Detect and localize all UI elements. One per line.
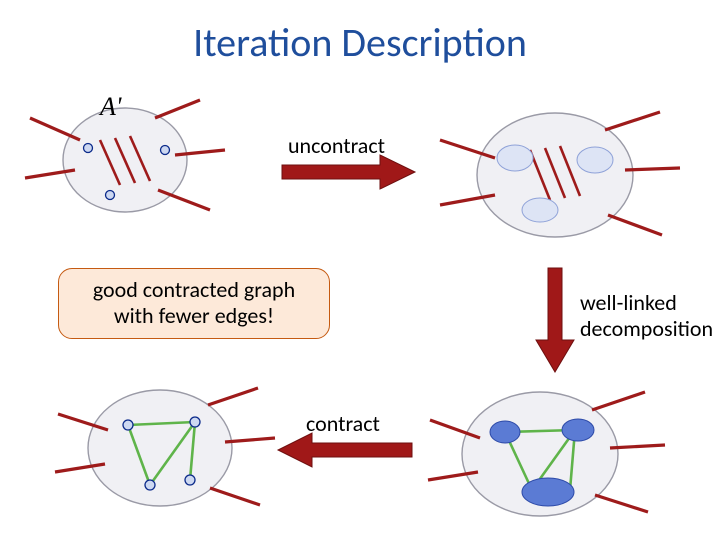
node-uncontracted	[440, 112, 680, 237]
label-a-prime: A'	[100, 92, 121, 122]
node-a-prime	[25, 100, 225, 212]
node-decomposed	[428, 392, 665, 516]
node-contracted	[55, 388, 275, 506]
well-linked-line1: well-linked	[580, 289, 677, 316]
label-well-linked: well-linked decomposition	[580, 290, 713, 343]
label-contract: contract	[306, 410, 380, 437]
callout-line2: with fewer edges!	[114, 302, 274, 329]
label-uncontract: uncontract	[288, 132, 385, 159]
callout-line1: good contracted graph	[93, 276, 295, 303]
arrow-decomposition	[536, 268, 574, 372]
well-linked-line2: decomposition	[580, 315, 713, 342]
callout-good-contracted: good contracted graph with fewer edges!	[58, 268, 330, 339]
arrow-uncontract	[282, 155, 415, 189]
arrow-contract	[278, 433, 412, 467]
